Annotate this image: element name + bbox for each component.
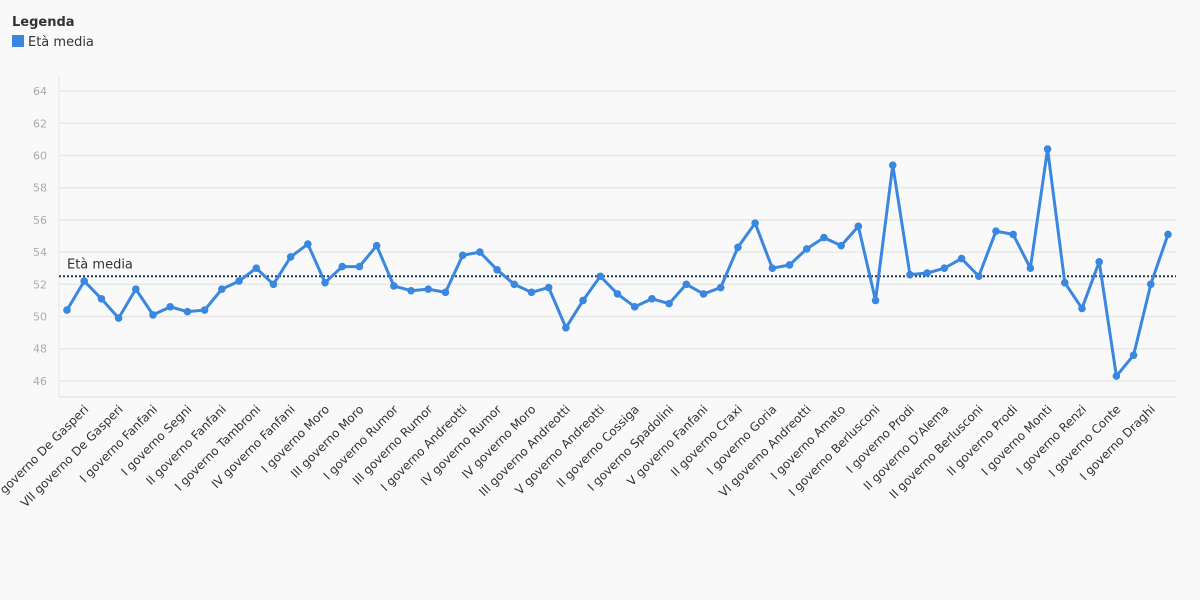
point [132, 285, 140, 293]
point [235, 277, 243, 285]
point [940, 264, 949, 273]
point [1146, 280, 1155, 289]
point [458, 251, 467, 260]
point [149, 311, 157, 319]
point [544, 283, 553, 292]
point [218, 285, 226, 293]
point [200, 306, 209, 314]
point [699, 290, 708, 298]
point [1043, 145, 1052, 153]
point [527, 288, 536, 297]
point [648, 294, 656, 303]
point [1078, 304, 1086, 313]
point [441, 288, 450, 297]
point [716, 283, 725, 292]
point [1112, 372, 1121, 380]
point [613, 290, 622, 298]
point [1095, 257, 1103, 266]
point [1009, 230, 1017, 239]
point [734, 243, 742, 252]
point [252, 264, 261, 273]
point [906, 270, 914, 279]
point [269, 280, 278, 289]
point [871, 296, 880, 305]
y-tick-label: 58 [33, 182, 47, 195]
point [97, 294, 106, 303]
y-tick-label: 50 [33, 311, 47, 324]
point [407, 286, 415, 295]
point [424, 285, 433, 293]
point [114, 314, 123, 322]
point [338, 262, 347, 271]
point [304, 240, 312, 248]
point [665, 299, 673, 308]
point [1060, 278, 1069, 287]
legend-label: Età media [28, 35, 94, 50]
point [579, 296, 587, 305]
point [854, 222, 863, 231]
point [1129, 351, 1138, 359]
point [63, 306, 71, 314]
point [837, 241, 845, 250]
y-tick-label: 64 [33, 85, 47, 98]
y-tick-label: 52 [33, 278, 47, 291]
y-tick-label: 48 [33, 343, 47, 356]
y-tick-label: 54 [33, 246, 47, 259]
y-tick-label: 46 [33, 375, 47, 388]
point [183, 307, 192, 316]
point [372, 241, 381, 250]
point [923, 269, 931, 277]
reference-label: Età media [67, 257, 133, 272]
point [286, 253, 295, 261]
point [992, 227, 1000, 235]
point [957, 254, 966, 263]
point [1026, 264, 1035, 273]
series-line [65, 147, 1170, 378]
point [80, 277, 89, 285]
point [493, 266, 501, 274]
point [751, 219, 759, 227]
point [768, 264, 777, 273]
point [476, 248, 484, 256]
point [510, 280, 519, 289]
point [802, 245, 811, 253]
point [630, 303, 639, 311]
point [390, 282, 398, 290]
point [596, 272, 605, 281]
point [562, 323, 570, 332]
legend-title: Legenda [12, 15, 75, 30]
y-tick-label: 60 [33, 150, 47, 163]
point [166, 303, 175, 311]
point [355, 262, 364, 271]
legend-swatch [12, 35, 24, 47]
point [888, 161, 897, 169]
point [321, 278, 329, 287]
point [682, 280, 691, 289]
point [1164, 230, 1172, 239]
point [974, 272, 983, 281]
y-tick-label: 56 [33, 214, 47, 227]
point [785, 261, 794, 269]
point [820, 233, 828, 242]
y-tick-label: 62 [33, 117, 47, 130]
